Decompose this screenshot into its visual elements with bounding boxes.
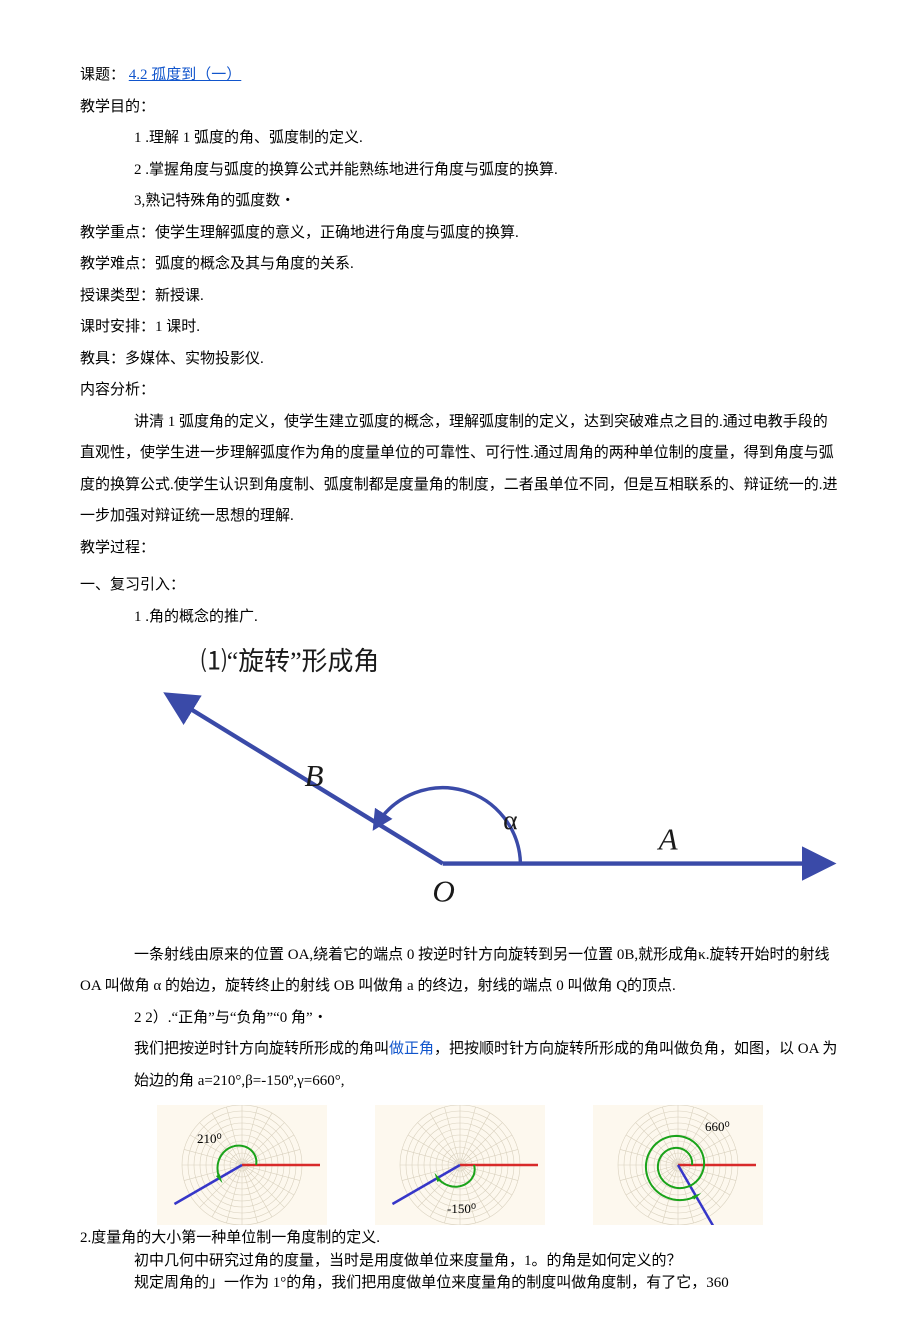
content-analysis-heading: 内容分析： <box>80 375 840 407</box>
degree-para-1: 初中几何中研究过角的度量，当时是用度做单位来度量角，1。的角是如何定义的？ <box>80 1250 840 1273</box>
fig1-caption: ⑴“旋转”形成角 <box>201 647 379 676</box>
objective-3: 3,熟记特殊角的弧度数・ <box>80 186 840 218</box>
lesson-title: 课题： 4.2 孤度到（一） <box>80 60 840 92</box>
review-item-1: 1 .角的概念的推广. <box>80 602 840 634</box>
review-para-2a: 我们把按逆时针方向旋转所形成的角叫 <box>134 1041 389 1057</box>
degree-para-2: 规定周角的」一作为 1°的角，我们把用度做单位来度量角的制度叫做角度制，有了它，… <box>80 1272 840 1295</box>
figure-polar-row: 210⁰ -150⁰ 660⁰ <box>80 1105 840 1225</box>
fig1-label-A: A <box>657 822 679 857</box>
polar-210: 210⁰ <box>157 1105 327 1225</box>
objective-2: 2 .掌握角度与弧度的换算公式并能熟练地进行角度与弧度的换算. <box>80 155 840 187</box>
teaching-focus: 教学重点：使学生理解弧度的意义，正确地进行角度与弧度的换算. <box>80 218 840 250</box>
rotation-angle-svg: ⑴“旋转”形成角 B O A α <box>80 639 840 915</box>
fig1-label-B: B <box>305 758 324 793</box>
title-link[interactable]: 4.2 孤度到（一） <box>129 67 242 83</box>
positive-angle-link[interactable]: 做正角 <box>389 1041 434 1057</box>
process-heading: 教学过程： <box>80 533 840 565</box>
polar-660: 660⁰ <box>593 1105 763 1225</box>
polar-neg150: -150⁰ <box>375 1105 545 1225</box>
teaching-difficulty: 教学难点：弧度的概念及其与角度的关系. <box>80 249 840 281</box>
lesson-type: 授课类型：新授课. <box>80 281 840 313</box>
svg-text:660⁰: 660⁰ <box>705 1119 730 1134</box>
fig1-label-O: O <box>432 874 454 909</box>
degree-heading: 2.度量角的大小第一种单位制一角度制的定义. <box>80 1227 840 1250</box>
tools: 教具：多媒体、实物投影仪. <box>80 344 840 376</box>
schedule: 课时安排：1 课时. <box>80 312 840 344</box>
objective-1: 1 .理解 1 弧度的角、弧度制的定义. <box>80 123 840 155</box>
title-prefix: 课题： <box>80 67 125 83</box>
review-heading: 一、复习引入： <box>80 570 840 602</box>
svg-text:-150⁰: -150⁰ <box>447 1201 476 1216</box>
figure-rotation-angle: ⑴“旋转”形成角 B O A α <box>80 639 840 928</box>
review-para-2: 我们把按逆时针方向旋转所形成的角叫做正角，把按顺时针方向旋转所形成的角叫做负角，… <box>80 1034 840 1097</box>
fig1-label-alpha: α <box>503 804 517 835</box>
objectives-heading: 教学目的： <box>80 92 840 124</box>
svg-text:210⁰: 210⁰ <box>197 1131 222 1146</box>
review-para-1: 一条射线由原来的位置 OA,绕着它的端点 0 按逆时针方向旋转到另一位置 0B,… <box>80 940 840 1003</box>
content-analysis-body: 讲清 1 弧度角的定义，使学生建立弧度的概念，理解弧度制的定义，达到突破难点之目… <box>80 407 840 533</box>
review-item-2: 2 2）.“正角”与“负角”“0 角”・ <box>80 1003 840 1035</box>
